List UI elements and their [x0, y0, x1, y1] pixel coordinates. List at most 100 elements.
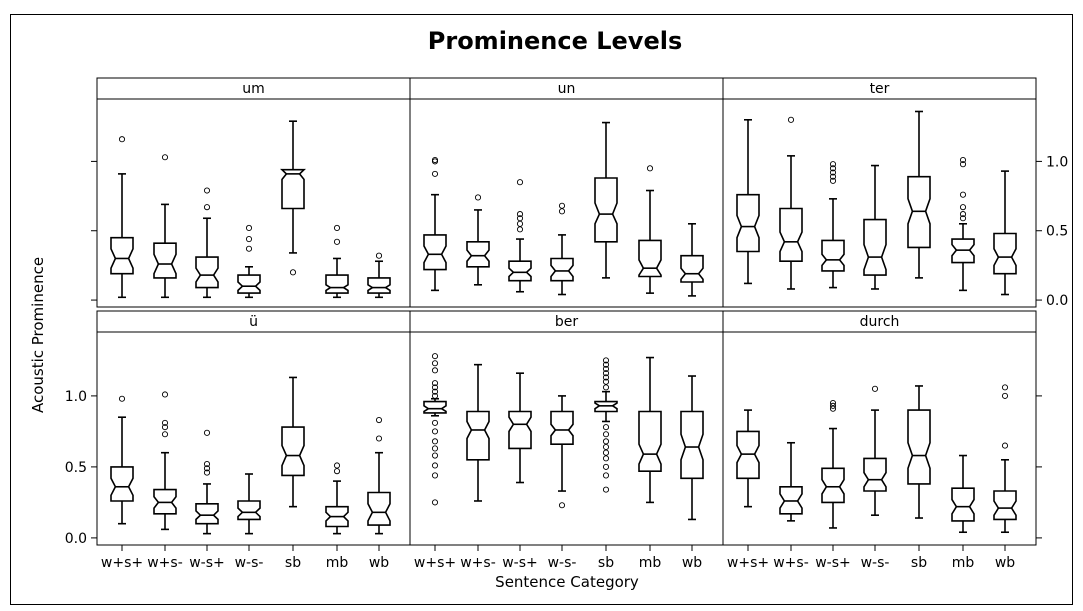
outlier-point — [375, 435, 383, 442]
outlier-point — [333, 224, 341, 232]
box-body — [594, 177, 618, 243]
x-tick-label: w+s+ — [414, 555, 456, 571]
outlier-point — [431, 438, 439, 445]
outlier-point — [602, 357, 610, 364]
outlier-point — [474, 194, 482, 201]
outlier-point — [829, 402, 837, 409]
outlier-point — [431, 472, 439, 479]
box-body — [736, 193, 760, 253]
outlier-point — [333, 238, 341, 245]
panel-3: ter 0.0 0.5 1.0 — [722, 77, 1068, 309]
outlier-point — [516, 179, 524, 186]
x-tick-label: wb — [682, 555, 702, 571]
outlier-point — [375, 252, 383, 259]
x-tick-label: mb — [326, 555, 349, 571]
x-tick-label: sb — [598, 555, 614, 571]
box-body — [367, 277, 391, 294]
box-body — [367, 491, 391, 526]
box-w+s+ — [110, 395, 134, 525]
panel-strip-label: ber — [555, 314, 579, 330]
box-w-s+ — [508, 372, 532, 484]
box-sb — [907, 110, 931, 279]
box-body — [821, 239, 845, 272]
outlier-point — [602, 443, 610, 451]
outlier-point — [1001, 384, 1009, 391]
outlier-point — [161, 391, 169, 398]
box-w-s+ — [821, 399, 845, 529]
outlier-point — [829, 177, 837, 184]
panel-strip-label: um — [242, 81, 265, 97]
box-body — [195, 502, 219, 525]
box-mb — [325, 224, 349, 299]
outlier-point — [289, 269, 297, 276]
box-w-s+ — [195, 187, 219, 299]
outlier-point — [203, 465, 211, 472]
panel-strip-label: ü — [249, 314, 258, 330]
outlier-point — [161, 154, 169, 161]
box-w+s- — [779, 116, 803, 290]
outlier-point — [558, 502, 566, 509]
x-tick-label: sb — [285, 555, 301, 571]
x-tick-label: w+s- — [147, 555, 183, 571]
outlier-point — [161, 419, 169, 426]
outlier-point — [829, 173, 837, 180]
box-w-s+ — [821, 161, 845, 289]
box-w+s- — [779, 441, 803, 522]
box-body — [110, 236, 134, 275]
figure-border — [10, 14, 1073, 605]
x-tick-label: w-s+ — [815, 555, 851, 571]
outlier-point — [431, 499, 439, 506]
chart-title: Prominence Levels — [428, 27, 682, 55]
box-mb — [638, 165, 662, 294]
outlier-point — [431, 392, 439, 399]
outlier-point — [602, 472, 610, 479]
box-body — [423, 400, 447, 414]
box-w+s- — [153, 391, 177, 531]
box-body — [110, 466, 134, 502]
x-tick-label: sb — [911, 555, 927, 571]
panel-5: ber w+s+ w+s-w-s+ w-s-sb mb wb — [409, 310, 724, 571]
outlier-point — [431, 380, 439, 387]
y-tick-label: 1.0 — [1046, 154, 1068, 170]
box-body — [680, 254, 704, 283]
y-tick-label: 0.5 — [65, 460, 87, 476]
x-tick-label: mb — [952, 555, 975, 571]
x-tick-label: wb — [995, 555, 1015, 571]
outlier-point — [602, 449, 610, 456]
box-body — [237, 500, 261, 521]
outlier-point — [245, 236, 253, 243]
outlier-point — [959, 161, 967, 168]
panel-frame — [722, 98, 1037, 308]
box-body — [508, 410, 532, 450]
outlier-point — [431, 367, 439, 374]
panel-strip-label: durch — [860, 314, 900, 330]
box-w+s+ — [110, 136, 134, 299]
outlier-point — [431, 156, 439, 164]
outlier-point — [203, 469, 211, 476]
box-sb — [907, 385, 931, 519]
panel-4: ü 0.0 0.5 1.0 w+s+ w+s-w-s+ w-s-sb mb wb — [65, 310, 411, 571]
box-body — [325, 274, 349, 294]
outlier-point — [787, 116, 795, 123]
outlier-point — [602, 370, 610, 377]
box-w-s- — [863, 385, 887, 516]
outlier-point — [431, 353, 439, 360]
outlier-point — [829, 405, 837, 412]
box-sb — [594, 357, 618, 493]
x-tick-label: w+s- — [460, 555, 496, 571]
box-body — [195, 256, 219, 289]
outlier-point — [558, 202, 566, 209]
outlier-point — [375, 416, 383, 424]
outlier-point — [431, 360, 439, 367]
box-body — [638, 410, 662, 473]
outlier-point — [602, 424, 610, 431]
box-body — [863, 218, 887, 276]
outlier-point — [602, 486, 610, 493]
outlier-point — [602, 463, 610, 470]
outlier-point — [959, 191, 967, 198]
box-w+s+ — [423, 353, 447, 506]
outlier-point — [516, 215, 524, 222]
y-tick-label: 1.0 — [65, 389, 87, 405]
box-mb — [951, 156, 975, 292]
outlier-point — [602, 378, 610, 385]
